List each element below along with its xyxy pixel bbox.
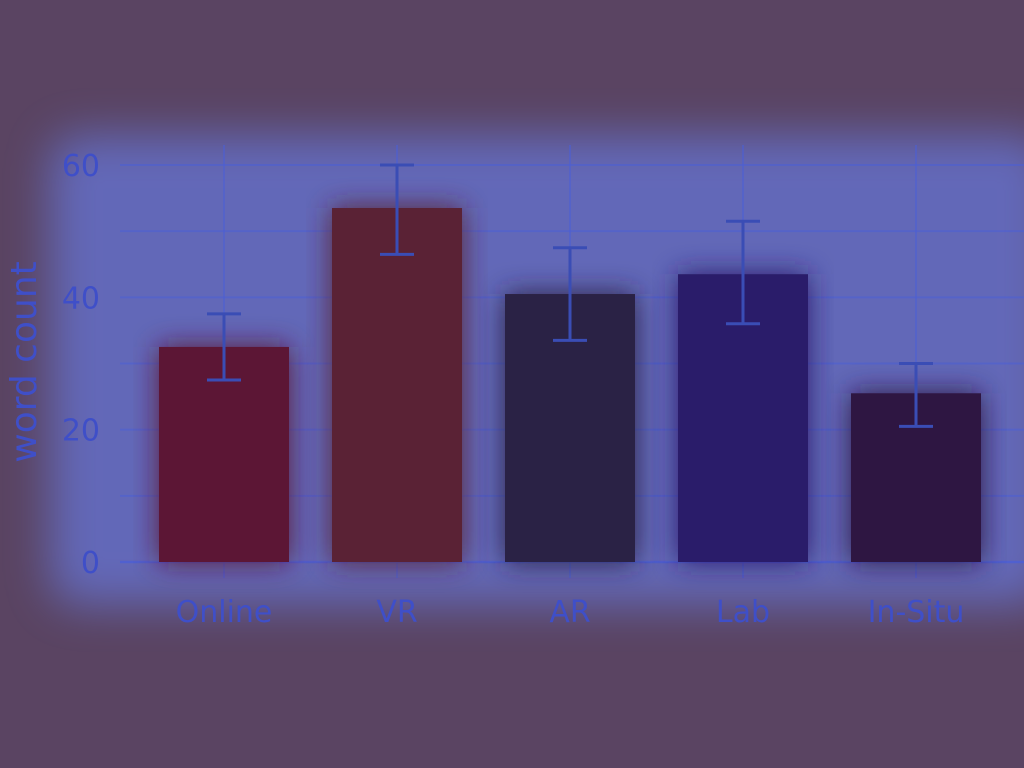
y-tick-label: 60 (62, 149, 100, 184)
x-tick-label: Online (176, 595, 273, 630)
y-tick-label: 20 (62, 414, 100, 449)
y-tick-label: 0 (81, 546, 100, 581)
y-tick-label: 40 (62, 281, 100, 316)
error-bar-lab (726, 219, 760, 326)
bar-online (159, 346, 289, 562)
error-bar-online (207, 312, 241, 382)
x-tick-label: In-Situ (868, 595, 965, 630)
axis-ticks: 0 20 40 60 Online VR AR Lab In-Situ (62, 149, 965, 630)
x-tick-label: Lab (716, 595, 770, 630)
error-bar-ar (553, 246, 587, 342)
error-bar-vr (380, 163, 414, 256)
x-tick-label: AR (549, 595, 590, 630)
error-bars (207, 163, 933, 428)
bar-vr (332, 208, 462, 562)
x-tick-label: VR (376, 595, 417, 630)
y-axis-label: word count (4, 261, 45, 463)
bars (159, 208, 981, 562)
error-bar-in-situ (899, 362, 933, 428)
